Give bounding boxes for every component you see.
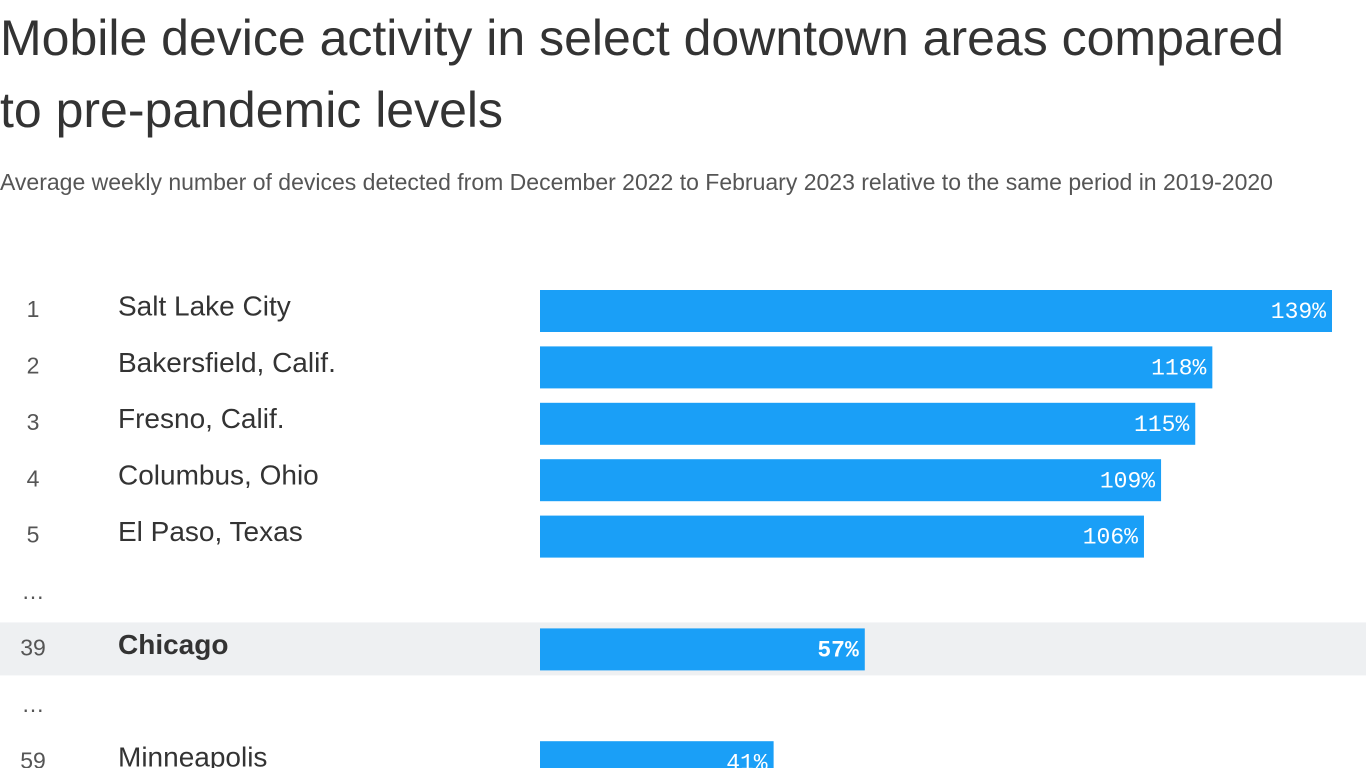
chart-subtitle: Average weekly number of devices detecte…: [0, 169, 1273, 195]
rank-label: 2: [27, 352, 40, 378]
bar: [540, 290, 1332, 332]
bar: [540, 402, 1196, 445]
rank-label: 4: [27, 465, 40, 491]
category-label: Chicago: [118, 629, 228, 660]
category-label: El Paso, Texas: [118, 516, 303, 547]
rank-label: 39: [20, 634, 46, 660]
value-label: 106%: [1083, 525, 1138, 551]
category-label: Columbus, Ohio: [118, 460, 319, 491]
rank-label: 1: [27, 296, 40, 322]
rank-label: …: [22, 691, 45, 717]
value-label: 118%: [1151, 355, 1206, 381]
value-label: 109%: [1100, 468, 1155, 494]
value-label: 41%: [726, 750, 768, 768]
category-label: Fresno, Calif.: [118, 403, 285, 434]
value-label: 115%: [1134, 412, 1189, 438]
bar: [540, 741, 774, 768]
bar: [540, 346, 1213, 389]
rank-label: 5: [27, 522, 40, 548]
value-label: 139%: [1271, 299, 1326, 325]
rank-label: 3: [27, 409, 40, 435]
rank-label: …: [22, 578, 45, 604]
value-label: 57%: [817, 637, 859, 663]
category-label: Salt Lake City: [118, 290, 291, 321]
category-label: Minneapolis: [118, 742, 267, 768]
category-label: Bakersfield, Calif.: [118, 347, 336, 378]
bar: [540, 459, 1162, 502]
bar: [540, 628, 865, 671]
chart-title: Mobile device activity in select downtow…: [0, 10, 1284, 138]
bar: [540, 515, 1144, 558]
rank-label: 59: [20, 747, 46, 768]
